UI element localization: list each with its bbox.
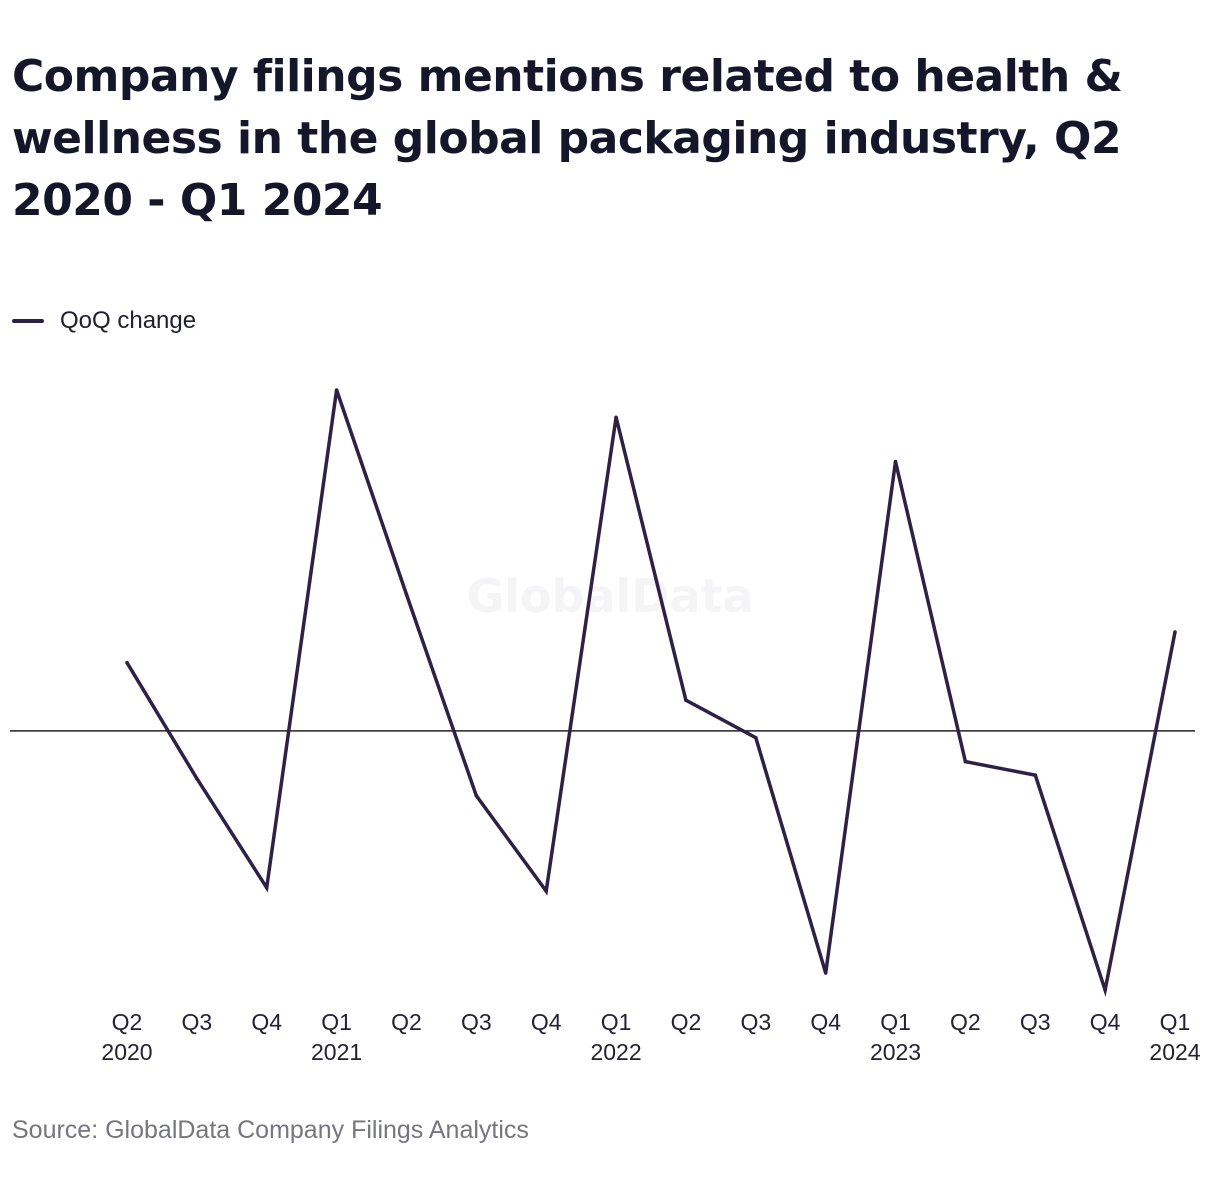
data-point-10	[823, 971, 828, 975]
x-tick-label-5: Q3	[461, 1009, 492, 1035]
x-tick-label-14: Q4	[1090, 1009, 1121, 1035]
x-tick-label-1: Q3	[182, 1009, 213, 1035]
x-tick-year-label-3: 2021	[311, 1039, 362, 1065]
data-point-2	[264, 885, 269, 890]
source-note: Source: GlobalData Company Filings Analy…	[12, 1116, 529, 1144]
data-point-14	[1103, 988, 1107, 992]
x-tick-label-7: Q1	[601, 1009, 632, 1035]
legend: QoQ change	[12, 306, 196, 336]
data-point-15	[1173, 630, 1177, 634]
x-tick-year-label-11: 2023	[870, 1039, 921, 1065]
data-point-0	[125, 660, 129, 665]
x-tick-year-label-15: 2024	[1149, 1039, 1200, 1065]
data-point-11	[893, 459, 898, 464]
x-tick-year-label-7: 2022	[590, 1039, 641, 1065]
x-tick-label-8: Q2	[671, 1009, 702, 1035]
x-tick-label-12: Q2	[950, 1009, 981, 1035]
data-point-5	[474, 793, 479, 798]
x-tick-label-11: Q1	[880, 1009, 911, 1035]
data-point-1	[195, 776, 199, 781]
x-tick-label-13: Q3	[1020, 1009, 1051, 1035]
data-point-9	[754, 735, 758, 740]
x-tick-label-2: Q4	[251, 1009, 282, 1035]
x-tick-label-3: Q1	[321, 1009, 352, 1035]
x-axis-ticks: Q2 2020 Q3 Q4 Q1 2021 Q2 Q3 Q4 Q1 2022 Q2 Q3 Q4 Q1 2023…	[101, 1009, 1200, 1065]
x-tick-year-label-0: 2020	[101, 1039, 152, 1065]
legend-swatch	[12, 319, 44, 323]
x-tick-label-10: Q4	[810, 1009, 841, 1035]
series-line-qoq-change	[125, 389, 1177, 997]
x-tick-label-9: Q3	[740, 1009, 771, 1035]
x-tick-label-6: Q4	[531, 1009, 562, 1035]
watermark: GlobalData	[466, 569, 753, 623]
data-point-6	[544, 889, 548, 893]
data-point-4	[404, 592, 409, 597]
data-point-7	[614, 415, 618, 420]
data-point-13	[1033, 773, 1038, 778]
data-point-8	[684, 698, 688, 703]
data-point-3	[334, 388, 339, 392]
data-points	[125, 388, 1177, 992]
data-point-12	[963, 759, 968, 764]
chart-title: Company filings mentions related to heal…	[12, 51, 1123, 226]
legend-label: QoQ change	[60, 307, 197, 334]
x-tick-label-0: Q2	[112, 1009, 143, 1035]
x-tick-label-15: Q1	[1160, 1009, 1191, 1035]
x-tick-label-4: Q2	[391, 1009, 422, 1035]
